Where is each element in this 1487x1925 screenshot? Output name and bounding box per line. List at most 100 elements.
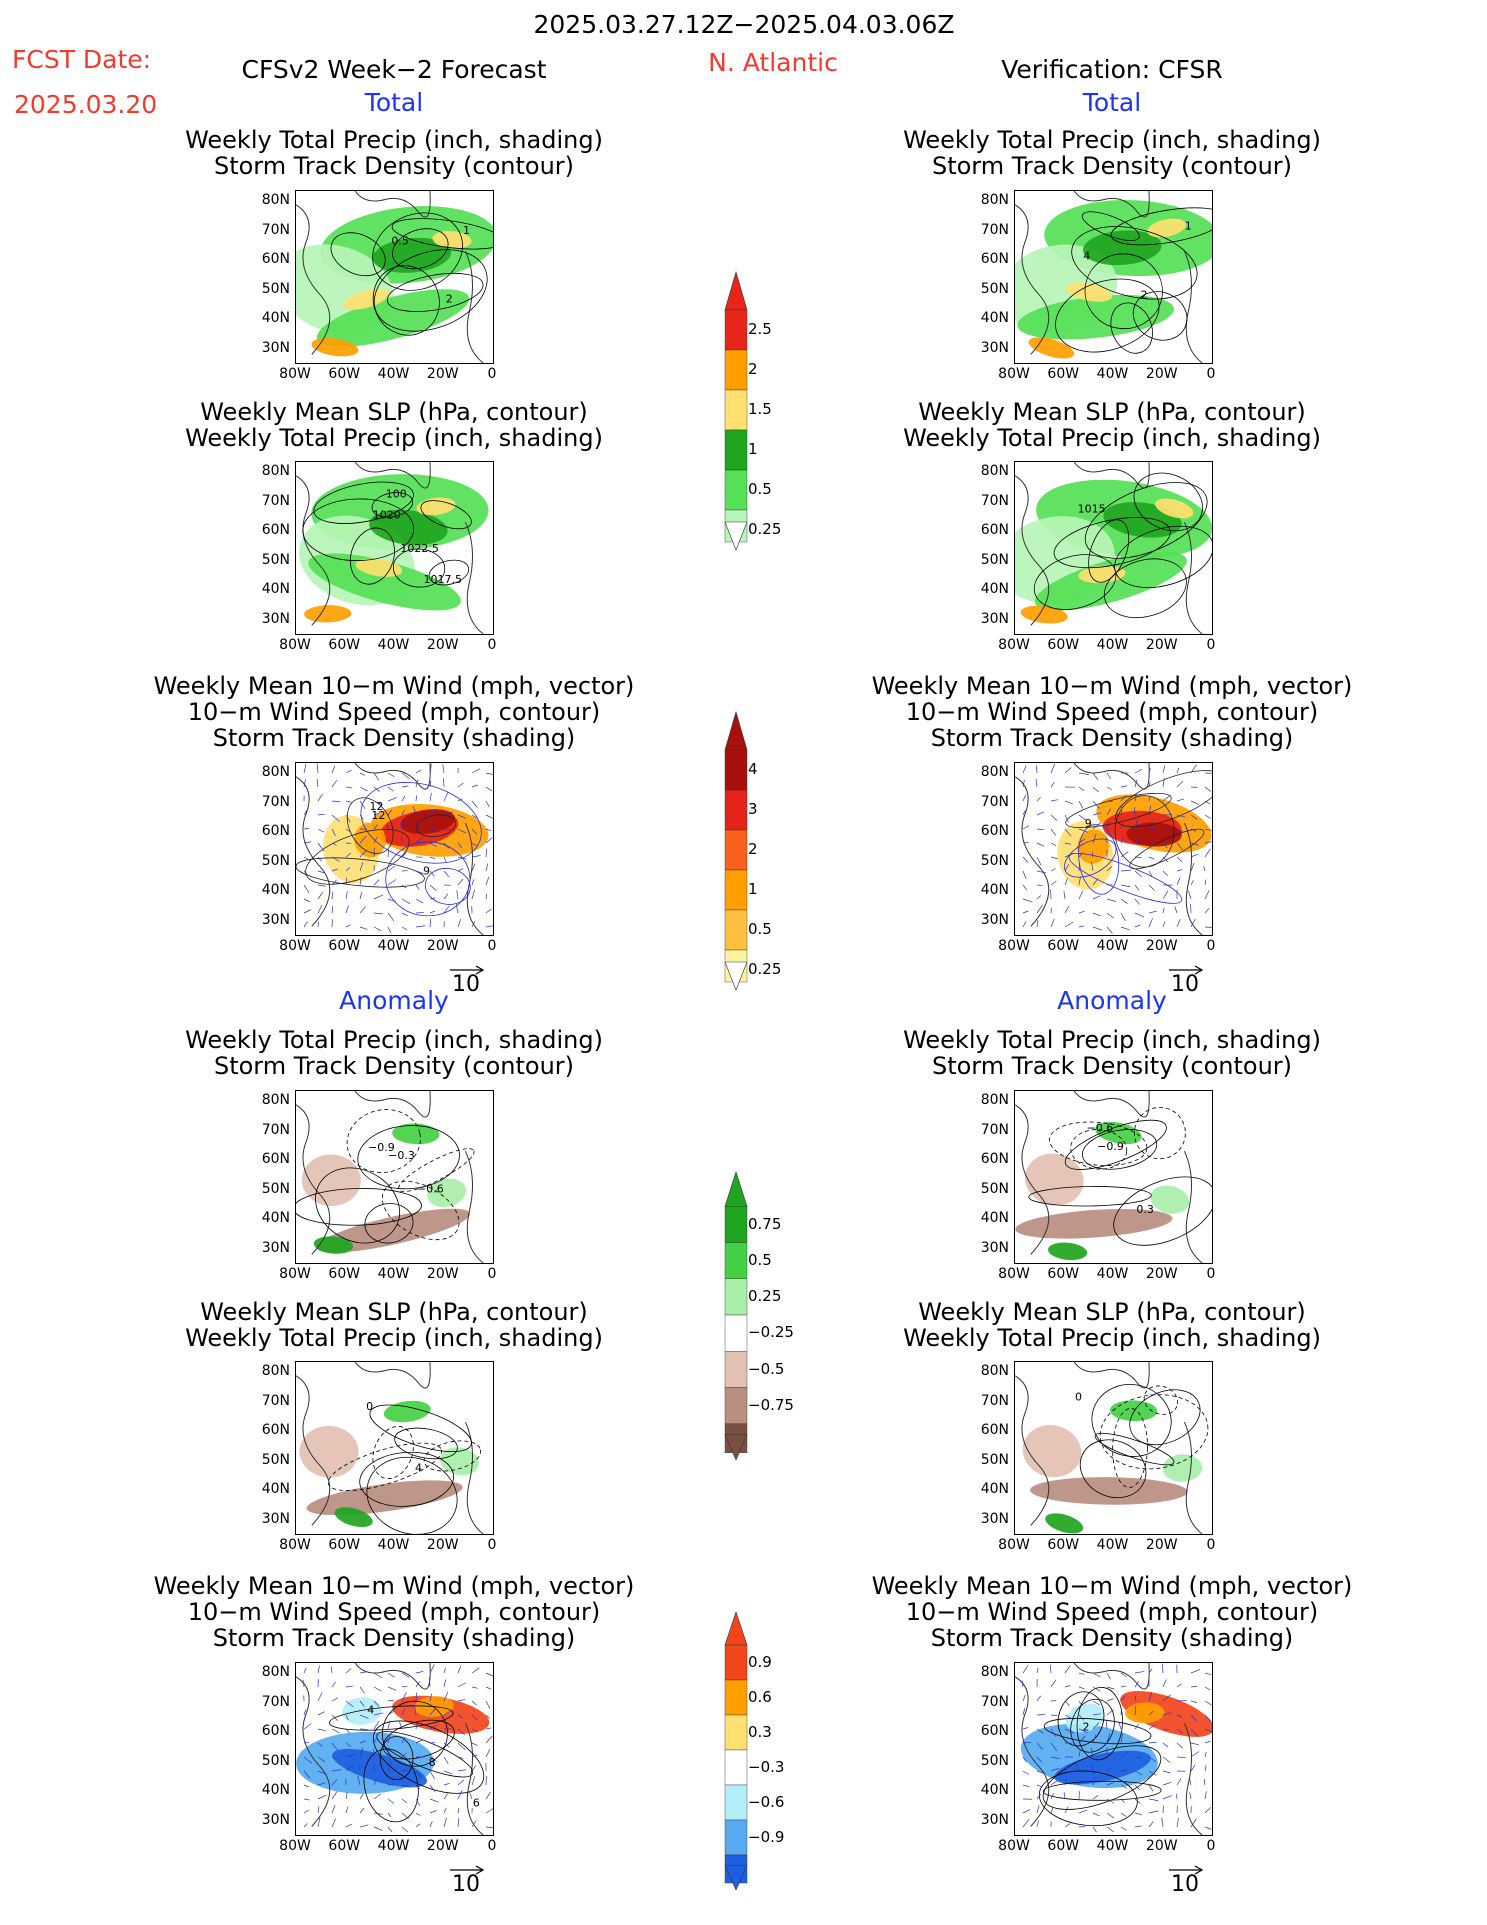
wind-vector (429, 1693, 433, 1702)
wind-vector (345, 769, 352, 774)
wind-vector (331, 905, 334, 914)
wind-vector (1022, 1756, 1027, 1763)
lat-tick-label: 40N (980, 310, 1009, 326)
coastline (1015, 191, 1203, 363)
wind-vector (331, 1681, 337, 1688)
contour-line (424, 867, 471, 905)
wind-vector (457, 878, 464, 886)
contour-line (330, 232, 386, 277)
wind-vector (1148, 898, 1155, 902)
wind-vector (471, 920, 476, 928)
reference-arrow-icon (450, 1865, 485, 1875)
wind-vector (1148, 1784, 1154, 1792)
wind-vector (1092, 1713, 1101, 1716)
wind-vector (303, 1667, 307, 1674)
wind-vector (1134, 924, 1141, 928)
contour-line (364, 1203, 414, 1244)
wind-vector (331, 1818, 336, 1828)
wind-vector (1036, 811, 1045, 816)
wind-vector (1063, 891, 1066, 900)
wind-vector (1162, 921, 1166, 928)
wind-vector (1204, 814, 1211, 819)
wind-vector (457, 814, 467, 819)
wind-vector (429, 1724, 438, 1730)
wind-vector (1176, 1714, 1183, 1718)
wind-vector (1106, 898, 1117, 902)
wind-vector (317, 1782, 326, 1786)
wind-vector (331, 800, 341, 803)
shading-region (355, 558, 403, 577)
wind-vector (387, 1672, 395, 1678)
colorbar-anom-precip (724, 1171, 748, 1461)
wind-vector (1176, 919, 1181, 928)
panel-title-line: Weekly Total Precip (inch, shading) (185, 1324, 603, 1352)
wind-vector (373, 786, 380, 792)
contour-line (1055, 278, 1160, 353)
wind-vector (468, 1791, 473, 1800)
wind-vector (1022, 1727, 1029, 1730)
wind-vector (485, 1808, 493, 1814)
wind-vector (373, 1737, 378, 1744)
wind-vector (471, 1776, 476, 1786)
wind-vector (1162, 890, 1169, 900)
wind-vector (485, 1791, 491, 1800)
wind-vector (1148, 1691, 1153, 1702)
wind-vector (1162, 907, 1165, 914)
wind-vector (1204, 1826, 1212, 1830)
wind-vector (1064, 905, 1070, 914)
wind-vector (401, 926, 408, 931)
wind-vector (1204, 800, 1211, 805)
verification-title: Verification: CFSR (1001, 55, 1223, 84)
wind-vector (373, 1826, 383, 1831)
wind-vector (457, 842, 463, 849)
lon-tick-label: 20W (426, 1537, 459, 1553)
wind-vector (1204, 1740, 1211, 1744)
wind-vector (345, 814, 351, 823)
contour-line (363, 1748, 419, 1823)
shading-region (1030, 1477, 1188, 1505)
wind-vector (386, 837, 389, 844)
panel-title-line: Weekly Total Precip (inch, shading) (185, 424, 603, 452)
wind-vector (1050, 814, 1058, 821)
wind-vector (1120, 1826, 1127, 1831)
wind-vector (345, 1728, 351, 1734)
wind-vector (1176, 1817, 1179, 1828)
colorbar-label: 1 (748, 440, 758, 458)
wind-vector (345, 1685, 353, 1688)
wind-vector (1134, 1798, 1141, 1804)
wind-vector (401, 912, 408, 917)
lat-tick-label: 50N (980, 1752, 1009, 1769)
wind-vector (387, 1699, 394, 1702)
contour-label: 6 (473, 1796, 480, 1809)
wind-vector (1120, 1812, 1127, 1817)
lat-tick-label: 30N (980, 610, 1009, 627)
contour-line (420, 500, 472, 530)
wind-vector (1050, 1767, 1060, 1772)
wind-vector (1204, 841, 1212, 844)
wind-vector (1022, 1665, 1029, 1674)
shading-region (334, 1507, 373, 1528)
wind-vector (1190, 1686, 1198, 1688)
lat-tick-label: 50N (980, 551, 1009, 568)
wind-vector (1050, 828, 1057, 836)
wind-vector (1049, 1664, 1052, 1674)
wind-vector (1162, 1781, 1172, 1786)
wind-vector (1064, 1714, 1074, 1720)
reference-vector-label: 10 (452, 1872, 480, 1897)
wind-vector (1091, 1765, 1094, 1772)
coastline (296, 462, 484, 634)
wind-vector (485, 1735, 493, 1744)
lon-tick-label: 20W (1145, 1838, 1178, 1854)
contour-label: 2 (1083, 1720, 1090, 1733)
wind-vector (303, 1770, 310, 1779)
colorbar-label: −0.9 (748, 1827, 785, 1846)
wind-vector (429, 828, 436, 830)
wind-vector (1092, 895, 1101, 900)
lat-tick-label: 80N (261, 1664, 290, 1680)
wind-vector (1134, 1756, 1142, 1759)
shading-region (1109, 1400, 1158, 1422)
wind-vector (429, 1677, 431, 1688)
wind-vector (1092, 800, 1100, 809)
lat-tick-label: 30N (980, 339, 1009, 356)
lat-tick-label: 60N (980, 522, 1009, 538)
